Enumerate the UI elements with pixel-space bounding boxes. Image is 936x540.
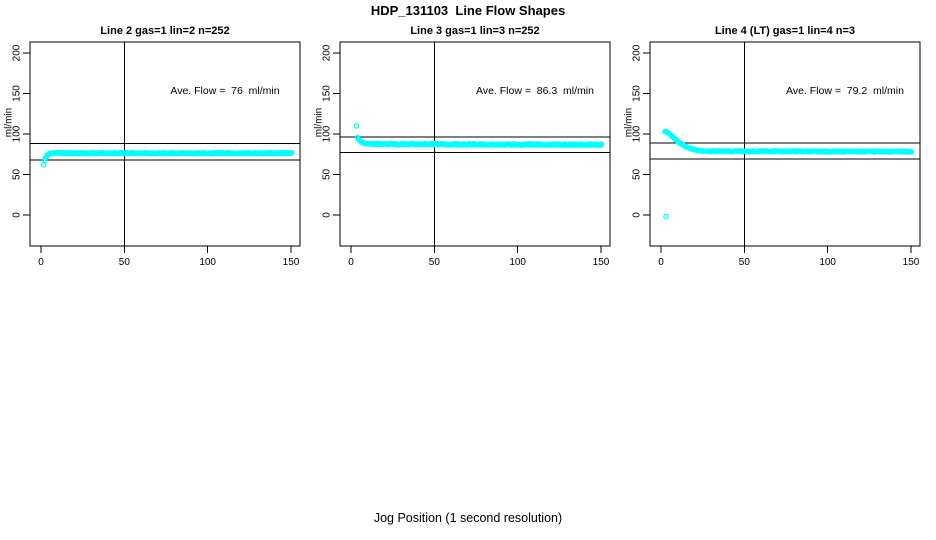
panel-2-plot: 0 50 100 150 200 0 50 100 150 [322, 41, 611, 268]
panel-1-title: Line 2 gas=1 lin=2 n=252 [100, 25, 230, 37]
data-point [598, 141, 605, 148]
y-tick-label: 150 [12, 85, 23, 102]
y-tick-label: 200 [12, 44, 23, 61]
figure-title: HDP_131103 Line Flow Shapes [370, 3, 566, 18]
y-tick-label: 100 [322, 125, 333, 142]
data-point [353, 123, 360, 129]
panel-2-title: Line 3 gas=1 lin=3 n=252 [410, 25, 540, 37]
y-tick-label: 0 [12, 212, 23, 218]
x-tick-label: 0 [348, 257, 354, 268]
y-tick-label: 50 [632, 168, 643, 180]
x-tick-label: 150 [903, 257, 920, 268]
y-tick-label: 200 [322, 44, 333, 61]
y-tick-label: 0 [322, 212, 333, 218]
x-tick-label: 150 [283, 257, 300, 268]
x-tick-label: 100 [509, 257, 526, 268]
x-tick-label: 50 [429, 257, 441, 268]
y-tick-label: 0 [632, 212, 643, 218]
y-tick-label: 200 [632, 44, 643, 61]
data-point [663, 213, 669, 220]
panel-2-ave-flow-annotation: Ave. Flow = 86.3 ml/min [476, 85, 594, 97]
panel-1-ave-flow-annotation: Ave. Flow = 76 ml/min [170, 85, 280, 97]
y-tick-label: 150 [632, 85, 643, 102]
y-tick-label: 100 [12, 125, 23, 142]
x-tick-label: 50 [119, 257, 131, 268]
panel-3-title: Line 4 (LT) gas=1 lin=4 n=3 [714, 25, 856, 37]
x-tick-label: 0 [658, 257, 664, 268]
axis-box [649, 41, 921, 247]
x-axis-label: Jog Position (1 second resolution) [373, 511, 563, 525]
x-tick-label: 100 [819, 257, 836, 268]
panel-3-plot: 0 50 100 150 200 0 50 100 150 [632, 41, 921, 268]
y-tick-label: 50 [322, 168, 333, 180]
x-tick-label: 50 [739, 257, 751, 268]
data-points [662, 128, 915, 220]
x-tick-label: 100 [199, 257, 216, 268]
data-point [908, 148, 915, 155]
data-points [353, 123, 605, 149]
x-tick-label: 150 [593, 257, 610, 268]
panel-1-plot: 0 50 100 150 200 0 50 100 150 [12, 41, 301, 268]
axis-box [339, 41, 611, 247]
data-point [597, 142, 604, 148]
panel-3-ave-flow-annotation: Ave. Flow = 79.2 ml/min [786, 85, 904, 97]
y-tick-label: 50 [12, 168, 23, 180]
data-point [40, 161, 47, 168]
data-points [40, 149, 295, 168]
data-point [288, 149, 295, 156]
x-tick-label: 0 [38, 257, 44, 268]
y-tick-label: 100 [632, 125, 643, 142]
y-tick-label: 150 [322, 85, 333, 102]
